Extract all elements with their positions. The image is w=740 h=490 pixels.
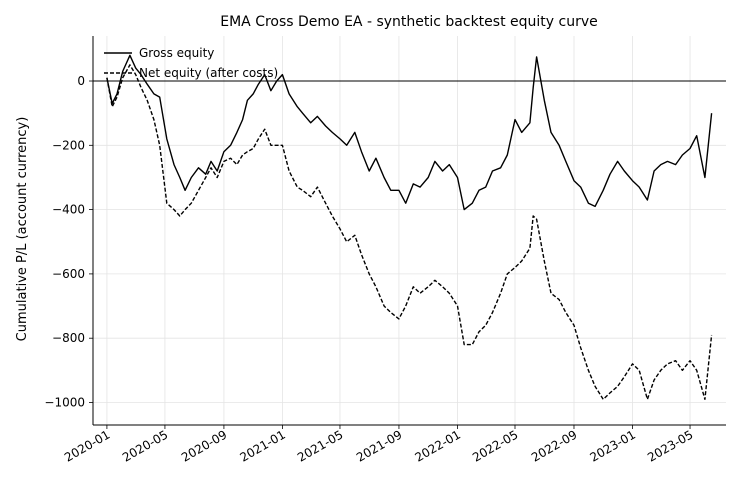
series-lines [106,54,713,400]
x-tick-label: 2023-05 [645,427,695,464]
y-axis-label: Cumulative P/L (account currency) [15,117,30,342]
net-equity-line [106,64,713,400]
x-tick-label: 2021-09 [354,427,404,464]
y-ticks: 0 −200 −400 −600 −800 −1000 [44,74,93,409]
grid [93,36,726,425]
x-tick-label: 2022-09 [529,427,579,464]
gross-equity-line [106,54,713,211]
x-tick-label: 2022-01 [413,427,463,464]
y-tick-label: −600 [52,267,85,281]
y-tick-label: −400 [52,203,85,217]
legend-label-net: Net equity (after costs) [139,66,278,80]
x-tick-label: 2021-01 [237,427,287,464]
y-tick-label: −200 [52,138,85,152]
x-tick-label: 2020-05 [120,427,170,464]
x-tick-label: 2020-01 [62,427,112,464]
legend-label-gross: Gross equity [139,46,214,60]
x-tick-label: 2020-09 [179,427,229,464]
x-ticks: 2020-01 2020-05 2020-09 2021-01 2021-05 2021-… [62,425,696,465]
y-tick-label: 0 [77,74,85,88]
y-tick-label: −1000 [44,395,85,409]
x-tick-label: 2023-01 [588,427,638,464]
y-tick-label: −800 [52,331,85,345]
x-tick-label: 2021-05 [295,427,345,464]
x-tick-label: 2022-05 [470,427,520,464]
legend: Gross equity Net equity (after costs) [104,46,278,80]
axes [92,36,726,426]
chart-title: EMA Cross Demo EA - synthetic backtest e… [220,14,597,30]
